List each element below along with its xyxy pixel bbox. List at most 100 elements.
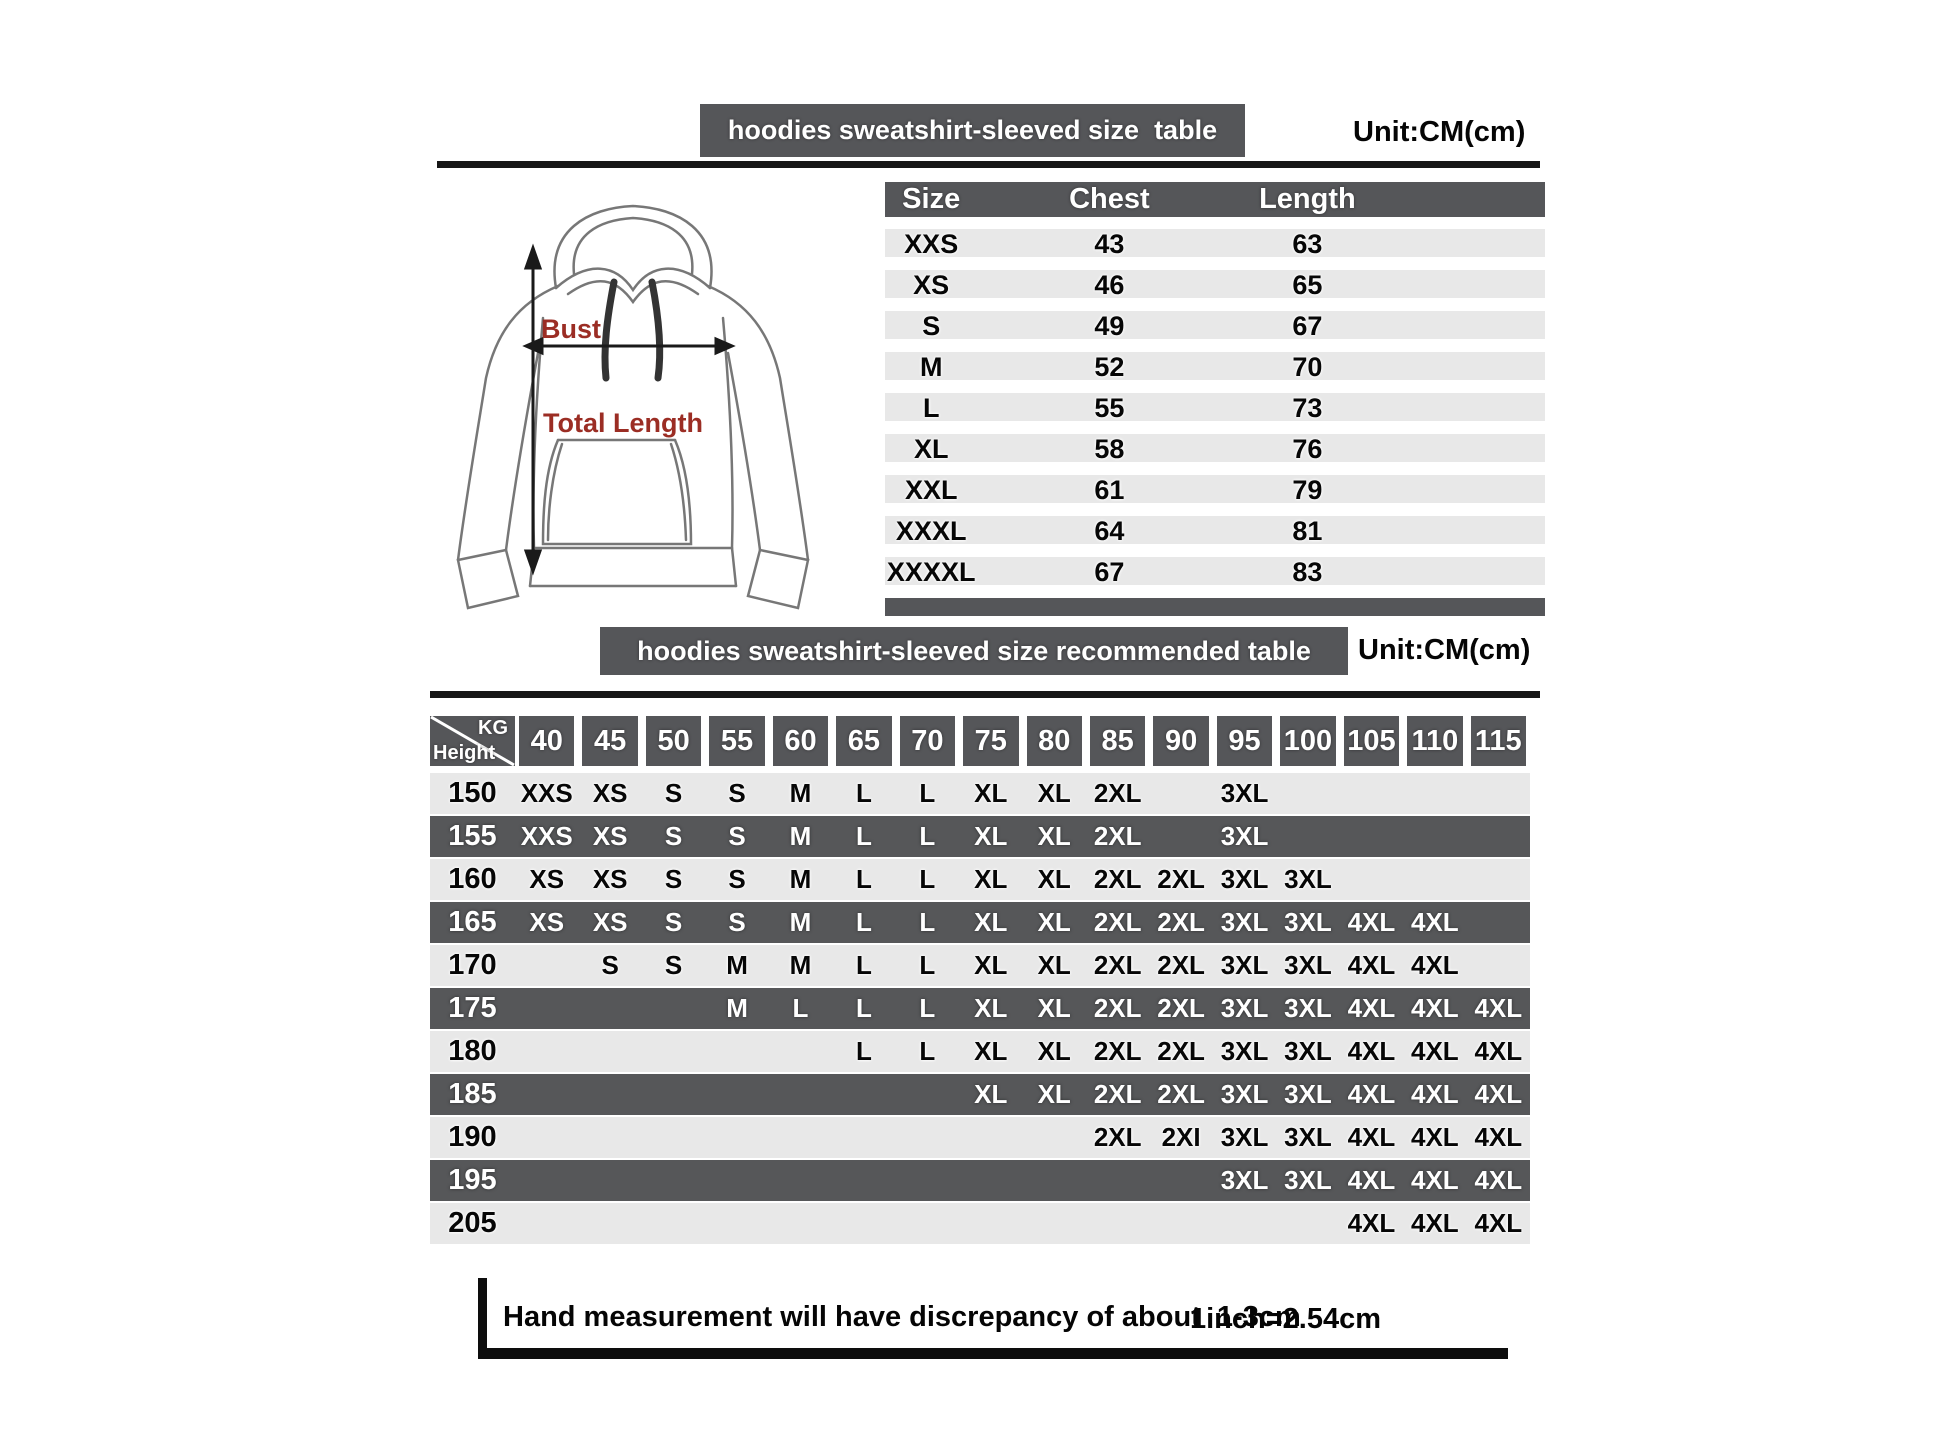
size-recommendation-cell: 3XL <box>1220 864 1269 894</box>
size-recommendation-cell: M <box>789 821 812 851</box>
size-recommendation-cell: XXS <box>520 778 573 808</box>
weight-column-header: 55 <box>709 716 765 766</box>
size-recommendation-cell: 3XL <box>1220 907 1269 937</box>
kg-height-corner-cell: KG Height <box>430 716 515 766</box>
measurement-arrows <box>522 243 736 576</box>
size-recommendation-cell: 2XL <box>1093 821 1142 851</box>
height-label: 150 <box>448 777 497 809</box>
recommended-table-unit-label: Unit:CM(cm) <box>1358 634 1531 666</box>
weight-column-header: 75 <box>963 716 1019 766</box>
size-recommendation-cell: 4XL <box>1411 1122 1459 1152</box>
height-label: 190 <box>448 1121 497 1153</box>
size-recommendation-cell: 4XL <box>1474 1208 1523 1238</box>
size-recommendation-cell: M <box>789 864 812 894</box>
size-recommendation-cell: 2XL <box>1093 864 1142 894</box>
size-recommendation-cell: S <box>728 778 746 808</box>
chest-cell: 58 <box>1094 434 1125 464</box>
chest-cell: 64 <box>1094 516 1125 546</box>
height-label: 185 <box>448 1078 497 1110</box>
size-recommendation-cell: 4XL <box>1347 907 1396 937</box>
hoodie-outline <box>456 204 810 610</box>
size-recommendation-cell: 3XL <box>1220 821 1269 851</box>
size-recommendation-cell: L <box>919 864 936 894</box>
size-recommendation-cell: L <box>855 778 872 808</box>
size-recommendation-cell: 4XL <box>1347 1079 1396 1109</box>
size-recommendation-cell: S <box>728 821 746 851</box>
size-table-row: XS 46 65 <box>885 270 1545 300</box>
size-cell: XS <box>913 270 950 300</box>
size-recommendation-cell: 3XL <box>1220 778 1269 808</box>
height-label: 165 <box>448 906 497 938</box>
size-recommendation-cell: L <box>919 907 936 937</box>
size-recommendation-cell: XXS <box>520 821 573 851</box>
size-recommendation-cell: XS <box>592 778 628 808</box>
recommended-table-body: 150 XXS XS S S M L L XL XL 2XL 3XL 155 XXS XS S S M L L XL XL… <box>430 773 1530 1244</box>
size-recommendation-cell: XL <box>1037 821 1071 851</box>
size-recommendation-cell: 3XL <box>1284 950 1332 980</box>
size-recommendation-cell: XS <box>592 821 628 851</box>
size-recommendation-cell: M <box>726 993 748 1023</box>
size-recommendation-cell: S <box>728 907 746 937</box>
size-recommendation-cell: 3XL <box>1284 1079 1332 1109</box>
size-recommendation-cell: XL <box>1037 1036 1071 1066</box>
size-recommendation-cell: S <box>664 950 683 980</box>
size-recommendation-cell: XL <box>1037 1079 1071 1109</box>
size-table-unit-label: Unit:CM(cm) <box>1353 116 1526 148</box>
size-cell: XXXXL <box>886 557 976 587</box>
recommended-row: 185 XL XL 2XL 2XL 3XL 3XL 4XL 4XL 4XL <box>430 1074 1530 1115</box>
size-table-row: XXXL 64 81 <box>885 516 1545 546</box>
recommended-table-title-text: hoodies sweatshirt-sleeved size recommen… <box>637 635 1311 666</box>
size-recommendation-cell: XL <box>974 1079 1008 1109</box>
size-recommendation-cell: 4XL <box>1474 1079 1523 1109</box>
size-cell: S <box>922 311 941 341</box>
chest-cell: 61 <box>1094 475 1125 505</box>
size-table-body: XXS 43 63 XS 46 65 S 49 67 M 52 70 L 55 73 XL 58 76 XXL 61 7… <box>885 229 1545 587</box>
size-recommendation-cell: L <box>855 864 872 894</box>
size-recommendation-cell: 4XL <box>1474 993 1523 1023</box>
size-recommendation-cell: 4XL <box>1411 1208 1459 1238</box>
size-recommendation-cell: 2XL <box>1093 907 1142 937</box>
footer-corner-bracket-horizontal <box>478 1348 1508 1359</box>
recommended-table-title: hoodies sweatshirt-sleeved size recommen… <box>600 627 1348 675</box>
height-label: 205 <box>448 1207 497 1239</box>
divider-line <box>430 691 1540 698</box>
size-recommendation-cell: 2XL <box>1157 993 1205 1023</box>
size-recommendation-cell: 2XL <box>1093 1122 1142 1152</box>
size-recommendation-cell: XL <box>1037 864 1071 894</box>
size-recommendation-cell: 3XL <box>1220 1079 1269 1109</box>
corner-kg-label: KG <box>478 717 508 739</box>
size-recommendation-cell: L <box>919 993 936 1023</box>
size-cell: XXXL <box>895 516 967 546</box>
weight-column-header: 50 <box>645 716 702 766</box>
size-recommendation-cell: XL <box>1037 907 1071 937</box>
size-recommendation-cell: L <box>919 778 936 808</box>
size-recommendation-cell: 3XL <box>1284 1165 1332 1195</box>
size-recommendation-cell: 3XL <box>1284 1036 1332 1066</box>
size-recommendation-cell: 4XL <box>1474 1036 1523 1066</box>
size-recommendation-cell: 4XL <box>1411 993 1459 1023</box>
size-recommendation-cell: 4XL <box>1347 1165 1396 1195</box>
size-recommendation-cell: 3XL <box>1220 1165 1269 1195</box>
size-recommendation-cell: 2XI <box>1161 1122 1201 1152</box>
chest-cell: 49 <box>1094 311 1125 341</box>
weight-column-header: 90 <box>1153 716 1209 766</box>
size-table-bottom-bar <box>885 598 1545 616</box>
hoodie-drawstrings <box>601 278 664 382</box>
size-recommendation-cell: 4XL <box>1411 950 1459 980</box>
size-recommendation-cell: S <box>664 864 683 894</box>
size-recommendation-cell: 3XL <box>1284 864 1332 894</box>
weight-column-header: 115 <box>1470 716 1526 766</box>
chest-cell: 67 <box>1094 557 1125 587</box>
recommended-row: 190 2XL 2XI 3XL 3XL 4XL 4XL 4XL <box>430 1117 1530 1158</box>
weight-column-header: 60 <box>772 716 829 766</box>
size-recommendation-cell: 2XL <box>1093 778 1142 808</box>
size-recommendation-cell: 4XL <box>1474 1122 1523 1152</box>
size-recommendation-cell: L <box>855 1036 872 1066</box>
size-recommendation-cell: 3XL <box>1220 1122 1269 1152</box>
size-recommendation-cell: 4XL <box>1347 950 1396 980</box>
size-recommendation-cell: S <box>728 864 746 894</box>
weight-column-header: 105 <box>1343 716 1400 766</box>
size-recommendation-cell: 4XL <box>1347 1122 1396 1152</box>
height-label: 195 <box>448 1164 497 1196</box>
